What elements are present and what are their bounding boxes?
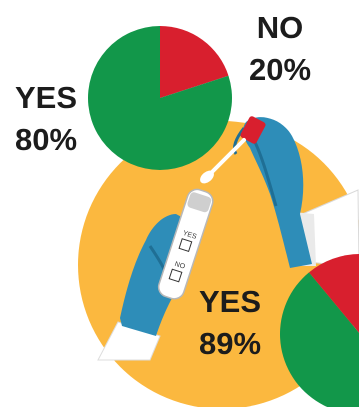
- pie1-no-label: NO: [257, 10, 304, 45]
- pie1-slice-no: [160, 26, 229, 98]
- test-tube-box-positive: [178, 238, 193, 252]
- pie1-yes-label: YES: [15, 80, 77, 115]
- pie1-no-value: 20%: [249, 52, 311, 87]
- pie2-yes-value: 89%: [199, 326, 261, 361]
- pie2-yes-label: YES: [199, 284, 261, 319]
- test-tube-label-yes: YES: [182, 230, 198, 241]
- gloved-hand-holding-swab-icon: [232, 117, 359, 269]
- pie2-slice-no: [309, 254, 359, 333]
- pie-chart-2: [280, 254, 359, 407]
- pie-chart-1: [88, 26, 233, 170]
- swab-icon: [200, 116, 266, 184]
- pie1-slice-yes: [88, 26, 233, 170]
- test-tube-icon: YES NO: [157, 188, 214, 300]
- test-tube-box-negative: [168, 268, 183, 283]
- pie1-yes-value: 80%: [15, 122, 77, 157]
- pie2-slice-yes: [280, 272, 359, 407]
- test-tube-label-no: NO: [174, 261, 187, 271]
